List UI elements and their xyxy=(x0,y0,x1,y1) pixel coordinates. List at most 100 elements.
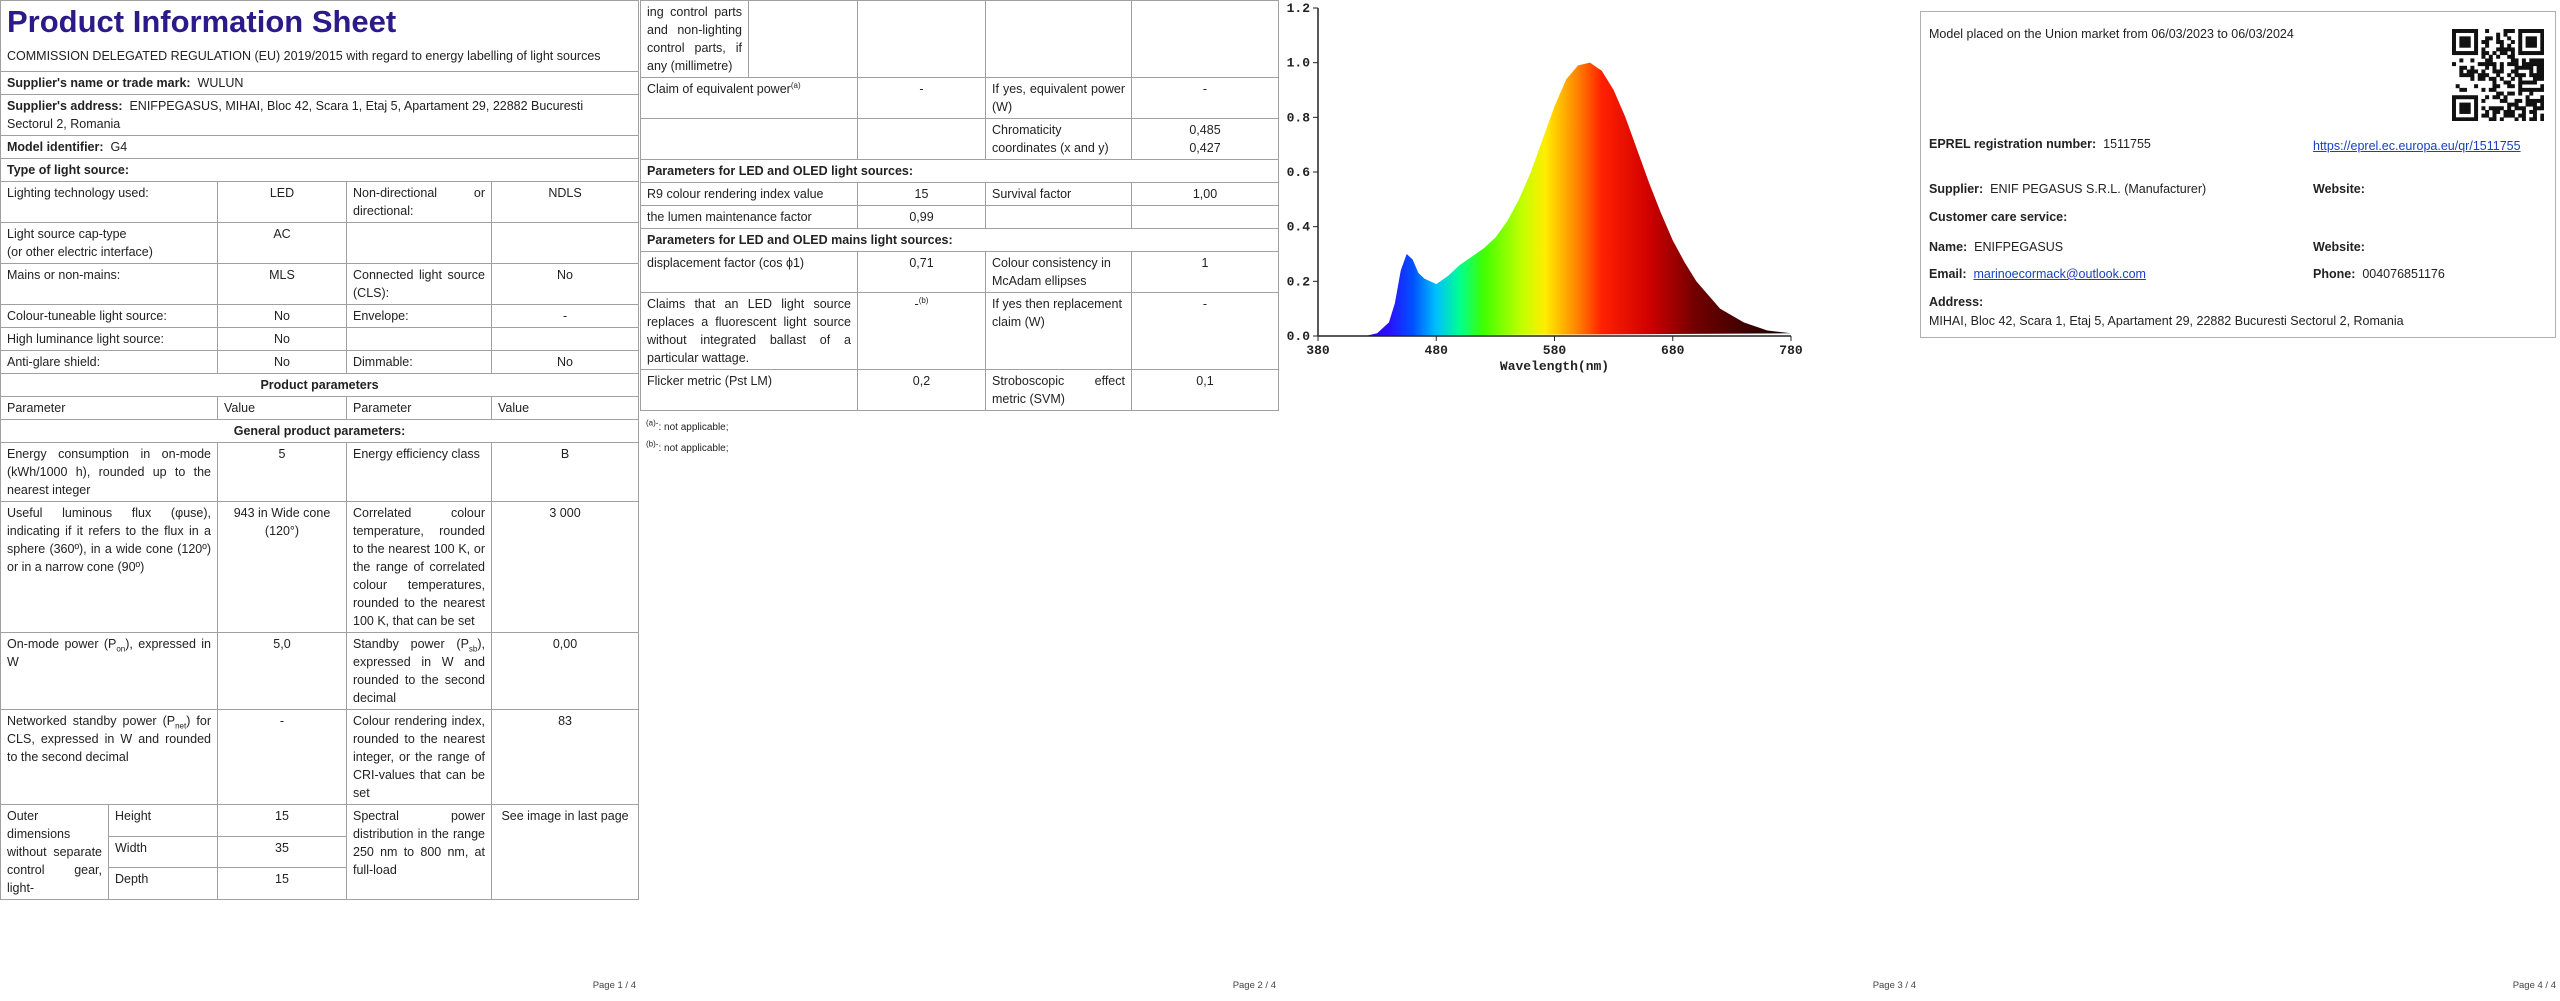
qr-module xyxy=(2455,117,2460,121)
table-cell: 0,00 xyxy=(490,632,640,710)
qr-module xyxy=(2455,51,2460,56)
qr-module xyxy=(2499,106,2504,111)
table-cell: Model identifier: G4 xyxy=(0,135,640,159)
qr-module xyxy=(2481,54,2486,59)
qr-module xyxy=(2492,80,2497,85)
table-cell xyxy=(490,327,640,351)
email-link[interactable]: marinoecormack@outlook.com xyxy=(1973,267,2146,281)
qr-module xyxy=(2488,36,2493,41)
qr-module xyxy=(2536,29,2541,33)
qr-module xyxy=(2474,95,2479,100)
qr-module xyxy=(2492,95,2497,100)
footnote: (b)-: not applicable; xyxy=(646,438,1280,459)
qr-module xyxy=(2463,65,2468,70)
qr-module xyxy=(2496,47,2501,52)
index-text: on xyxy=(116,644,126,654)
table-row: Anti-glare shield: No Dimmable: No xyxy=(0,350,640,374)
qr-module xyxy=(2474,69,2479,74)
qr-module xyxy=(2521,65,2526,70)
label: Supplier's name or trade mark: xyxy=(7,76,191,90)
table-row: Product parameters xyxy=(0,373,640,397)
qr-module xyxy=(2514,98,2519,103)
qr-module xyxy=(2507,47,2512,52)
table-row: Useful luminous flux (φuse), indicating … xyxy=(0,501,640,633)
footnote: (a)-: not applicable; xyxy=(646,417,1280,438)
block: Supplier: ENIF PEGASUS S.R.L. (Manufactu… xyxy=(1929,182,2206,196)
qr-module xyxy=(2510,84,2515,89)
table-cell: Outer dimensions without separate contro… xyxy=(0,804,109,900)
y-tick-label: 1.0 xyxy=(1287,56,1311,71)
table-cell: Survival factor xyxy=(985,182,1132,206)
eprel-link[interactable]: https://eprel.ec.europa.eu/qr/1511755 xyxy=(2313,139,2521,153)
qr-module xyxy=(2503,80,2508,85)
block: Phone: 004076851176 xyxy=(2313,267,2445,281)
eprel-box: Model placed on the Union market from 06… xyxy=(1920,11,2556,338)
qr-module xyxy=(2481,76,2486,81)
qr-module xyxy=(2459,51,2464,56)
qr-module xyxy=(2514,58,2519,63)
table-cell: B xyxy=(490,442,640,502)
qr-module xyxy=(2532,29,2537,33)
qr-module xyxy=(2532,109,2537,114)
qr-module xyxy=(2499,40,2504,45)
qr-module xyxy=(2485,113,2490,118)
x-tick-label: 580 xyxy=(1543,343,1567,358)
y-tick-label: 0.0 xyxy=(1287,329,1311,344)
qr-module xyxy=(2532,106,2537,111)
qr-module xyxy=(2540,43,2544,48)
qr-module xyxy=(2503,113,2508,118)
qr-module xyxy=(2452,62,2456,67)
table-cell: - xyxy=(1131,77,1279,119)
table-cell: 15 xyxy=(217,867,347,900)
table-cell: 15 xyxy=(217,804,347,837)
qr-module xyxy=(2536,106,2541,111)
qr-module xyxy=(2540,36,2544,41)
table-cell: MLS xyxy=(217,263,347,305)
table-cell xyxy=(857,0,986,78)
table-cell: No xyxy=(217,327,347,351)
qr-module xyxy=(2532,40,2537,45)
info-table: Product Information Sheet COMMISSION DEL… xyxy=(0,0,640,900)
qr-module xyxy=(2518,47,2523,52)
qr-module xyxy=(2518,80,2523,85)
market-dates: Model placed on the Union market from 06… xyxy=(1929,27,2294,41)
qr-module xyxy=(2474,36,2479,41)
table-cell xyxy=(346,327,492,351)
qr-module xyxy=(2521,106,2526,111)
table-row: Light source cap-type (or other electric … xyxy=(0,222,640,264)
qr-module xyxy=(2459,106,2464,111)
qr-module xyxy=(2521,51,2526,56)
header-cell: Product Information Sheet COMMISSION DEL… xyxy=(0,0,640,72)
qr-module xyxy=(2481,40,2486,45)
table-cell: Flicker metric (Pst LM) xyxy=(640,369,858,411)
qr-module xyxy=(2470,58,2475,63)
qr-module xyxy=(2455,84,2460,89)
y-tick-label: 1.2 xyxy=(1287,1,1311,16)
qr-module xyxy=(2470,51,2475,56)
qr-module xyxy=(2488,117,2493,121)
qr-module xyxy=(2463,106,2468,111)
qr-module xyxy=(2536,51,2541,56)
qr-module xyxy=(2481,51,2486,56)
qr-module xyxy=(2510,109,2515,114)
qr-module xyxy=(2525,87,2530,92)
qr-module xyxy=(2532,51,2537,56)
table-cell: Supplier's name or trade mark: WULUN xyxy=(0,71,640,95)
table-cell: 943 in Wide cone (120°) xyxy=(217,501,347,633)
qr-module xyxy=(2510,62,2515,67)
table-cell: Colour rendering index, rounded to the n… xyxy=(346,709,492,805)
qr-module xyxy=(2529,62,2534,67)
qr-module xyxy=(2459,95,2464,100)
table-cell: Product parameters xyxy=(0,373,640,397)
text: 0,485 xyxy=(1189,123,1221,137)
qr-module xyxy=(2510,51,2515,56)
qr-module xyxy=(2488,58,2493,63)
text: Standby power (P xyxy=(353,637,469,651)
qr-module xyxy=(2529,58,2534,63)
qr-module xyxy=(2507,54,2512,59)
qr-module xyxy=(2507,113,2512,118)
qr-module xyxy=(2496,95,2501,100)
text: : not applicable; xyxy=(658,443,729,454)
qr-module xyxy=(2529,43,2534,48)
table-row: Supplier's address: ENIFPEGASUS, MIHAI, … xyxy=(0,94,640,136)
